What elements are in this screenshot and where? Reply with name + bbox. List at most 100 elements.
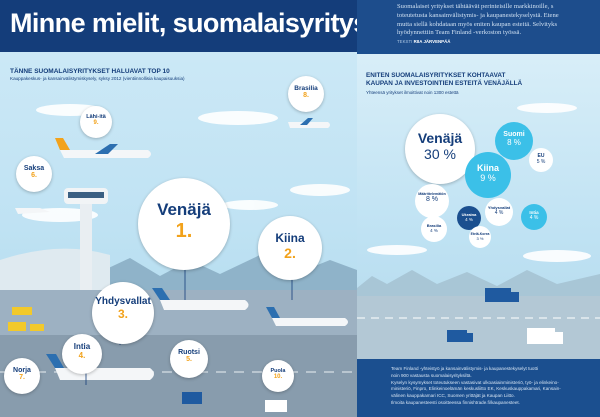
barrier-yhdysvallat: Yhdysvallat 4 % <box>485 198 513 226</box>
airport-scenery <box>0 104 357 417</box>
bubble-puola: Puola 10. <box>262 360 294 392</box>
cloud <box>517 103 577 113</box>
truck-icon <box>527 328 563 344</box>
barrier-eu: EU 5 % <box>529 148 553 172</box>
destination-name: Kiina <box>275 231 305 245</box>
right-page: Suomalaiset yritykset tähtäävät perintei… <box>357 0 600 417</box>
destination-rank: 9. <box>93 120 99 126</box>
barrier-value: 8 % <box>425 196 439 203</box>
truck-icon <box>182 392 202 404</box>
barrier-name: Suomi <box>503 131 525 138</box>
footer-band <box>357 359 600 417</box>
intro-line: mutta siellä kohdataan myös eniten kaupa… <box>397 20 558 28</box>
footer-text: Team Finland -yhteistyö ja kansainvälist… <box>391 366 596 407</box>
barrier-value: 5 % <box>536 159 546 165</box>
cloud <box>290 184 350 196</box>
destination-name: Intia <box>73 342 91 351</box>
intro-block <box>357 0 600 50</box>
barrier-name: Määrittelemätön <box>418 192 446 196</box>
intro-line: hyödynnettiin Team Finland -verkoston ty… <box>397 29 522 37</box>
road <box>357 296 600 359</box>
ground-vehicle <box>12 307 32 315</box>
destination-rank: 5. <box>186 356 192 363</box>
barriers-scenery <box>357 103 600 417</box>
bubble-ruotsi: Ruotsi 5. <box>170 340 208 378</box>
bubble-yhdysvallat: Yhdysvallat 3. <box>92 282 154 344</box>
footer-line: Ilmoita kaupanesteesti osoitteessa finni… <box>391 399 520 405</box>
destination-rank: 3. <box>117 307 128 321</box>
intro-line: toteutetusta kansainvälistymis- ja kaupa… <box>397 11 559 19</box>
airplane-icon <box>15 208 50 214</box>
destination-rank: 8. <box>303 92 309 99</box>
barrier-name: EU <box>537 153 545 159</box>
cloud <box>367 245 427 255</box>
truck-icon <box>447 330 473 342</box>
barrier-value: 4 % <box>529 215 539 221</box>
bubble-lahi-ita: Lähi-itä 9. <box>80 106 112 138</box>
barrier-etela-korea: Etelä-Korea 3 % <box>469 226 491 248</box>
cloud <box>523 250 591 262</box>
bubble-brasilia: Brasilia 8. <box>288 76 324 112</box>
barrier-value: 4 % <box>430 228 438 233</box>
barrier-venaja: Venäjä 30 % <box>405 114 475 184</box>
truck-icon <box>485 288 519 302</box>
barrier-brasilia: Brasilia 4 % <box>421 216 447 242</box>
airplane-icon <box>288 118 330 128</box>
author-name: RIIA JÄRVENPÄÄ <box>413 39 451 44</box>
ground-vehicle <box>8 322 26 331</box>
airplane-icon <box>55 138 151 158</box>
destination-rank: 10. <box>273 374 283 380</box>
footer-line: Kyselyn kysymykset toteutukseen vastasiv… <box>391 379 559 385</box>
destination-name: Saksa <box>23 165 45 172</box>
section-heading: TÄNNE SUOMALAISYRITYKSET HALUAVAT TOP 10 <box>10 68 170 75</box>
barrier-intia: Intia 4 % <box>521 204 547 230</box>
barrier-name: Kiina <box>476 163 499 173</box>
barrier-value: 4 % <box>494 210 504 216</box>
destination-name: Venäjä <box>157 200 211 219</box>
destination-rank: 7. <box>19 374 25 381</box>
skyline <box>357 270 600 300</box>
bubble-saksa: Saksa 6. <box>16 156 52 192</box>
heading-line: ENITEN SUOMALAISYRITYKSET KOHTAAVAT <box>366 72 506 79</box>
destination-rank: 1. <box>175 220 193 242</box>
footer-line: Team Finland -yhteistyö ja kansainvälist… <box>391 366 539 371</box>
intro-line: Suomalaiset yritykset tähtäävät perintei… <box>397 3 554 10</box>
cloud <box>222 200 278 210</box>
barrier-name: Etelä-Korea <box>470 232 490 236</box>
truck-icon <box>265 400 287 412</box>
bubble-norja: Norja 7. <box>4 358 40 394</box>
author-credit: TEKSTI RIIA JÄRVENPÄÄ <box>397 39 450 44</box>
page-title: Minne mielit, suomalaisyritys? <box>10 8 357 38</box>
heading-line: KAUPAN JA INVESTOINTIEN ESTEITÄ VENÄJÄLL… <box>366 80 523 87</box>
apron <box>0 290 357 335</box>
bubble-kiina: Kiina 2. <box>258 216 322 280</box>
destination-name: Yhdysvallat <box>95 296 151 307</box>
tower-windows <box>68 192 104 198</box>
destination-name: Lähi-itä <box>86 114 106 120</box>
footer-line: noin 900 vastausta suomalaisyrityksiltä. <box>391 372 472 378</box>
cloud <box>198 111 278 125</box>
footer-line: ministeriö, Finpro, Elinkeinoelämän kesk… <box>391 386 561 392</box>
destination-rank: 6. <box>31 172 37 179</box>
barrier-name: Ukraina <box>461 212 477 217</box>
footer-line: välinen kauppakamari ICC, Suomen yrittäj… <box>391 393 515 399</box>
barrier-value: 30 % <box>424 146 456 162</box>
ground-vehicle <box>30 324 44 331</box>
section-note: Kauppakeskus- ja kansainvälistymiskysely… <box>10 76 185 81</box>
barrier-maarittelematon: Määrittelemätön 8 % <box>415 184 449 218</box>
destination-name: Ruotsi <box>178 349 200 356</box>
barrier-value: 4 % <box>465 217 473 222</box>
destination-rank: 4. <box>78 351 86 360</box>
bubble-intia: Intia 4. <box>62 334 102 374</box>
barrier-name: Yhdysvallat <box>487 205 511 210</box>
destination-name: Norja <box>13 367 31 374</box>
control-tower <box>80 200 92 290</box>
title-bar: Minne mielit, suomalaisyritys? <box>0 0 357 52</box>
airplane-icon <box>266 307 348 326</box>
barrier-value: 3 % <box>476 236 484 241</box>
intro-text: Suomalaiset yritykset tähtäävät perintei… <box>397 3 600 38</box>
destination-name: Brasilia <box>294 85 318 92</box>
barrier-suomi: Suomi 8 % <box>495 122 533 160</box>
left-page: Minne mielit, suomalaisyritys? TÄNNE SUO… <box>0 0 357 417</box>
